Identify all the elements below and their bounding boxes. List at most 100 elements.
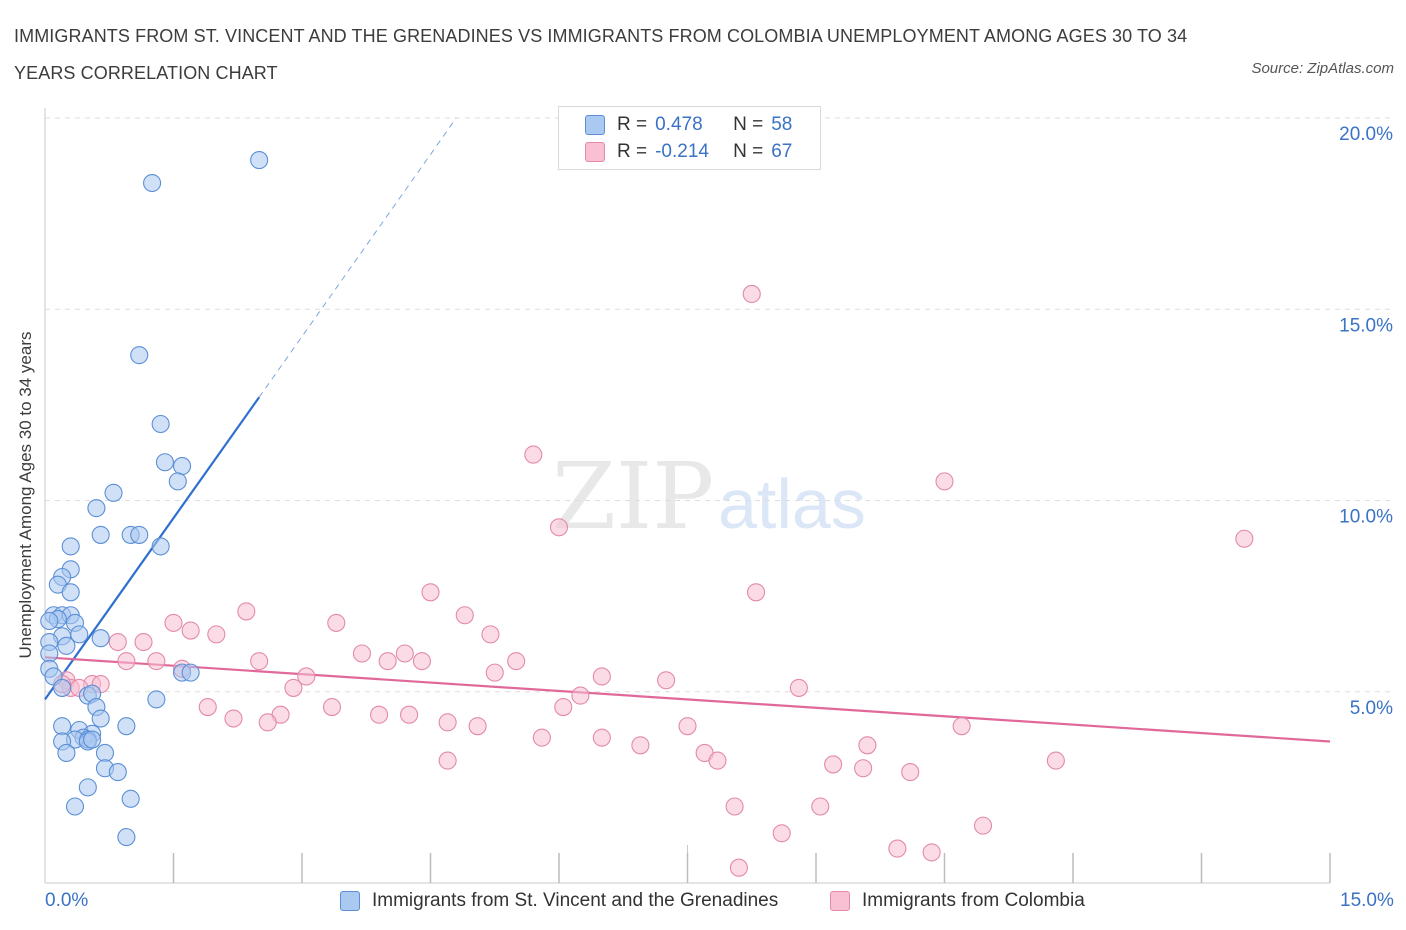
legend-r-label: R = xyxy=(617,114,648,135)
point-colombia xyxy=(237,602,256,621)
point-colombia xyxy=(592,728,611,747)
legend-r-value: 0.478 xyxy=(655,114,703,135)
point-colombia xyxy=(198,697,217,717)
data-points xyxy=(40,151,1254,877)
point-st-vincent xyxy=(130,346,149,365)
point-st-vincent xyxy=(117,828,136,847)
point-colombia xyxy=(789,678,808,697)
point-colombia xyxy=(481,625,500,644)
series-legend-item-colombia[interactable]: Immigrants from Colombia xyxy=(830,890,1085,912)
correlation-legend: R = 0.478 N = 58 R = -0.214 N = 67 xyxy=(558,106,821,170)
point-colombia xyxy=(935,472,954,491)
point-colombia xyxy=(455,606,474,625)
y-tick-label: 5.0% xyxy=(1350,698,1393,719)
legend-n-label: N = xyxy=(733,141,764,162)
point-st-vincent xyxy=(104,483,123,502)
watermark: ZIP atlas xyxy=(552,443,866,550)
point-st-vincent xyxy=(40,611,59,631)
point-st-vincent xyxy=(250,151,269,170)
point-colombia xyxy=(181,621,200,640)
point-st-vincent xyxy=(40,644,59,663)
point-st-vincent xyxy=(65,797,85,816)
point-colombia xyxy=(134,632,153,652)
point-st-vincent xyxy=(61,537,80,556)
point-colombia xyxy=(725,797,744,816)
point-colombia xyxy=(327,613,346,632)
point-colombia xyxy=(412,652,431,671)
point-colombia xyxy=(729,858,748,877)
point-st-vincent xyxy=(87,499,106,518)
point-st-vincent xyxy=(173,457,192,476)
point-colombia xyxy=(395,644,414,663)
point-st-vincent xyxy=(168,472,187,491)
series-legend: Immigrants from St. Vincent and the Gren… xyxy=(0,890,1406,916)
point-st-vincent xyxy=(151,414,170,434)
point-colombia xyxy=(284,678,303,697)
point-colombia xyxy=(485,663,504,682)
point-colombia xyxy=(438,713,457,732)
point-colombia xyxy=(378,652,397,671)
series-swatch-pink xyxy=(830,891,850,911)
point-colombia xyxy=(438,751,457,770)
point-colombia xyxy=(400,705,419,724)
point-st-vincent xyxy=(53,678,72,697)
point-colombia xyxy=(297,667,316,686)
series-legend-label: Immigrants from St. Vincent and the Gren… xyxy=(372,890,779,911)
point-colombia xyxy=(164,613,183,632)
y-tick-label: 10.0% xyxy=(1339,507,1393,528)
trend-line-colombia xyxy=(44,656,1331,743)
series-swatch-blue xyxy=(340,891,360,911)
point-st-vincent xyxy=(53,717,72,736)
point-colombia xyxy=(824,755,843,774)
legend-r-value: -0.214 xyxy=(655,141,709,162)
x-tick-label-min: 0.0% xyxy=(45,890,89,911)
point-st-vincent xyxy=(57,743,76,763)
point-colombia xyxy=(352,644,372,663)
legend-r-label: R = xyxy=(617,141,648,162)
source-label: Source: ZipAtlas.com xyxy=(1251,60,1394,77)
watermark-atlas: atlas xyxy=(718,465,866,543)
point-colombia xyxy=(117,652,136,671)
point-st-vincent xyxy=(91,629,110,648)
point-st-vincent xyxy=(91,525,110,544)
point-colombia xyxy=(147,652,166,671)
point-colombia xyxy=(1235,529,1254,548)
point-colombia xyxy=(708,751,727,770)
point-colombia xyxy=(322,697,342,717)
y-tick-label: 20.0% xyxy=(1339,124,1393,145)
point-colombia xyxy=(973,816,993,835)
point-st-vincent xyxy=(143,173,162,193)
point-st-vincent xyxy=(117,717,136,736)
y-tick-label: 15.0% xyxy=(1339,315,1393,336)
point-colombia xyxy=(224,709,243,728)
axes xyxy=(44,108,1331,884)
point-st-vincent xyxy=(108,763,127,782)
legend-n-label: N = xyxy=(733,114,764,135)
point-st-vincent xyxy=(181,663,200,682)
point-colombia xyxy=(592,667,611,686)
point-colombia xyxy=(554,697,573,717)
point-st-vincent xyxy=(130,525,149,544)
series-legend-item-st-vincent[interactable]: Immigrants from St. Vincent and the Gren… xyxy=(340,890,778,912)
point-colombia xyxy=(631,736,650,755)
point-st-vincent xyxy=(91,709,110,728)
point-colombia xyxy=(421,583,440,602)
chart-title: IMMIGRANTS FROM ST. VINCENT AND THE GREN… xyxy=(14,26,1188,83)
point-colombia xyxy=(549,518,569,537)
point-colombia xyxy=(468,717,487,736)
point-st-vincent xyxy=(121,789,140,808)
point-st-vincent xyxy=(95,743,115,763)
y-tick-labels: 5.0% 10.0% 15.0% 20.0% xyxy=(1339,124,1393,719)
point-st-vincent xyxy=(147,690,166,709)
point-colombia xyxy=(888,839,907,858)
point-st-vincent xyxy=(151,537,170,556)
point-colombia xyxy=(370,705,389,724)
point-st-vincent xyxy=(78,778,97,797)
point-colombia xyxy=(1046,751,1065,770)
point-colombia xyxy=(571,686,590,705)
point-colombia xyxy=(207,625,226,644)
legend-swatch-pink xyxy=(585,142,605,162)
point-colombia xyxy=(854,759,873,778)
watermark-zip: ZIP xyxy=(552,443,714,550)
